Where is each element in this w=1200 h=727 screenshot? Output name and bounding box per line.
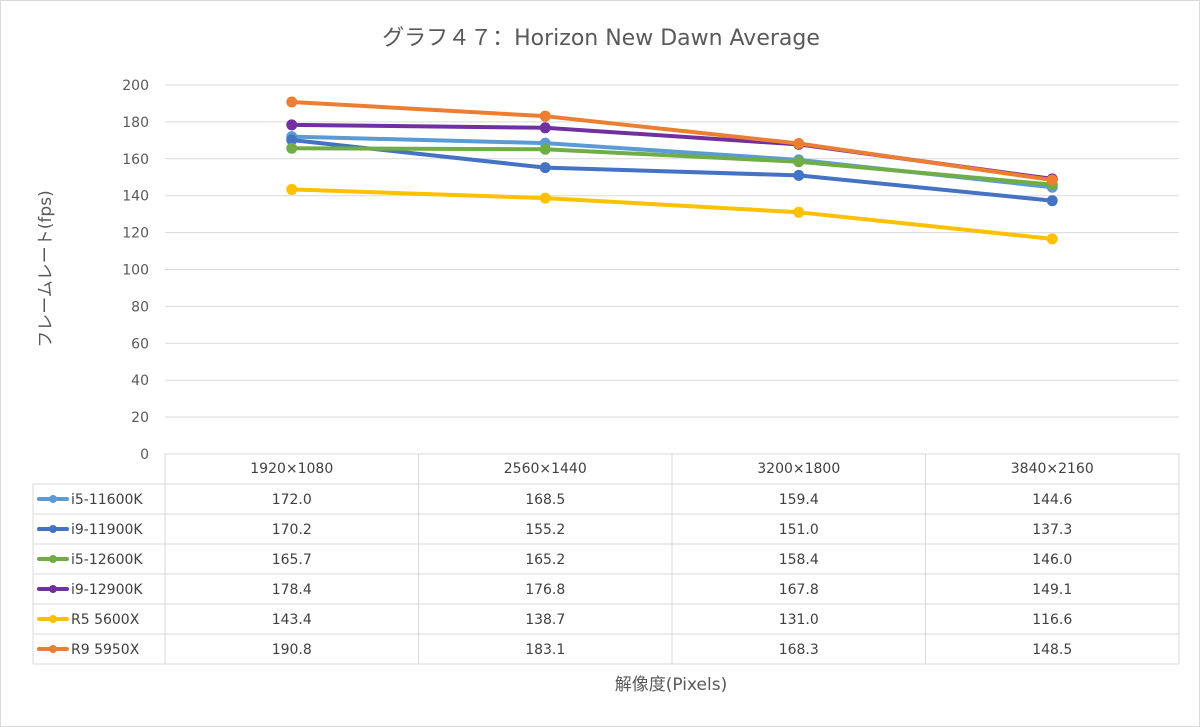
data-value: 168.5 (525, 492, 565, 508)
data-point (793, 169, 805, 181)
y-axis-label: フレームレート(fps) (36, 190, 56, 347)
data-point (793, 137, 805, 149)
data-point (539, 110, 551, 122)
legend-key-marker (49, 525, 57, 533)
data-point (539, 192, 551, 204)
y-tick-label: 0 (140, 447, 149, 463)
data-table: 1920×1080 2560×1440 3200×1800 3840×2160 i5-1… (32, 453, 1180, 665)
data-value: 176.8 (525, 582, 565, 598)
series-line-r9-5950x (289, 99, 1055, 183)
data-point (1046, 174, 1058, 186)
series-lines (286, 96, 1058, 245)
y-tick-label: 20 (131, 410, 149, 426)
data-value: 165.2 (525, 552, 565, 568)
data-value: 183.1 (525, 642, 565, 658)
data-point (1046, 195, 1058, 207)
data-value: 190.8 (272, 642, 312, 658)
data-value: 158.4 (779, 552, 819, 568)
legend-key-marker (49, 615, 57, 623)
y-tick-label: 180 (122, 115, 149, 131)
data-value: 159.4 (779, 492, 819, 508)
x-axis-label: 解像度(Pixels) (615, 675, 727, 695)
y-tick-label: 120 (122, 226, 149, 242)
data-value: 168.3 (779, 642, 819, 658)
y-tick-label: 200 (122, 78, 149, 94)
data-value: 146.0 (1032, 552, 1072, 568)
series-line-r5-5600x (289, 187, 1055, 241)
data-value: 148.5 (1032, 642, 1072, 658)
gridlines (165, 84, 1179, 418)
data-value: 144.6 (1032, 492, 1072, 508)
category-label: 1920×1080 (250, 461, 333, 477)
data-value: 172.0 (272, 492, 312, 508)
y-tick-label: 160 (122, 152, 149, 168)
data-point (286, 134, 298, 146)
data-point (793, 156, 805, 168)
category-label: 3840×2160 (1011, 461, 1094, 477)
y-tick-label: 60 (131, 336, 149, 352)
data-point (539, 143, 551, 155)
data-point (286, 96, 298, 108)
category-label: 2560×1440 (504, 461, 587, 477)
y-tick-label: 40 (131, 373, 149, 389)
data-point (539, 162, 551, 174)
category-label: 3200×1800 (757, 461, 840, 477)
data-point (286, 183, 298, 195)
legend-key-marker (49, 495, 57, 503)
data-value: 165.7 (272, 552, 312, 568)
data-point (286, 119, 298, 131)
series-name: i9-12900K (71, 582, 143, 598)
data-value: 131.0 (779, 612, 819, 628)
data-value: 149.1 (1032, 582, 1072, 598)
data-point (793, 206, 805, 218)
data-value: 138.7 (525, 612, 565, 628)
series-line-i9-11900k (289, 137, 1055, 203)
y-tick-label: 80 (131, 299, 149, 315)
legend-key-marker (49, 645, 57, 653)
y-tick-label: 140 (122, 189, 149, 205)
legend-key-marker (49, 585, 57, 593)
data-value: 137.3 (1032, 522, 1072, 538)
data-value: 143.4 (272, 612, 312, 628)
series-line-i5-12600k (289, 146, 1055, 187)
series-name: i5-12600K (71, 552, 143, 568)
y-tick-label: 100 (122, 263, 149, 279)
series-name: R5 5600X (71, 612, 140, 628)
legend-key-marker (49, 555, 57, 563)
chart-title: グラフ４７：Horizon New Dawn Average (382, 26, 820, 51)
data-value: 155.2 (525, 522, 565, 538)
data-point (286, 142, 298, 154)
data-value: 178.4 (272, 582, 312, 598)
data-value: 170.2 (272, 522, 312, 538)
y-axis-ticks: 0 20 40 60 80 100 120 140 160 180 200 (122, 78, 149, 463)
series-name: i9-11900K (71, 522, 143, 538)
series-name: i5-11600K (71, 492, 143, 508)
series-name: R9 5950X (71, 642, 140, 658)
data-value: 116.6 (1032, 612, 1072, 628)
data-point (1046, 233, 1058, 245)
data-point (539, 122, 551, 134)
data-value: 151.0 (779, 522, 819, 538)
data-value: 167.8 (779, 582, 819, 598)
